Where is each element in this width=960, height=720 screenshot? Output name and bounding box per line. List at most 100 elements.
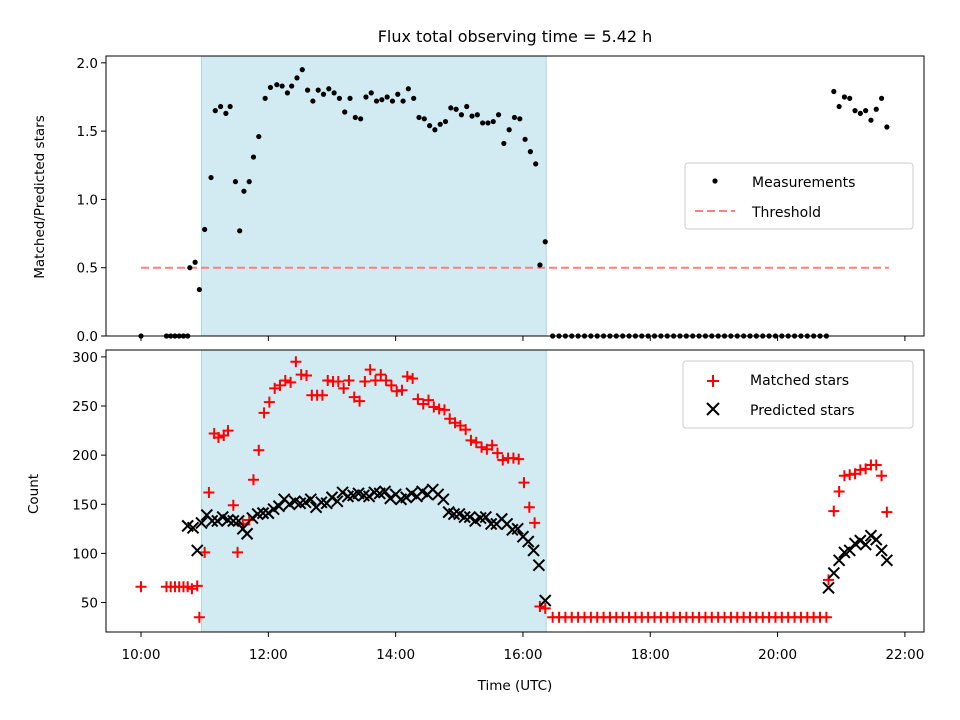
measurement-point — [522, 136, 528, 142]
measurement-point — [223, 110, 229, 116]
measurement-point — [464, 103, 470, 110]
matched-point — [876, 470, 888, 482]
y-tick-label: 50 — [81, 596, 98, 612]
matched-point — [534, 600, 546, 612]
measurement-point — [363, 94, 369, 100]
count-legend-box — [682, 360, 914, 429]
predicted-legend-marker — [706, 402, 720, 416]
measurement-point — [847, 95, 853, 101]
predicted-point — [511, 522, 524, 536]
x-tick-label: 18:00 — [631, 647, 670, 663]
measurement-point — [237, 228, 243, 234]
y-tick-label: 100 — [72, 546, 98, 562]
matched-point — [253, 444, 265, 456]
matched-point — [135, 581, 147, 593]
predicted-point — [827, 566, 841, 580]
measurement-point — [187, 265, 193, 271]
predicted-point — [191, 544, 204, 557]
ratio-legend: Measurements Threshold — [684, 162, 914, 230]
matched-point — [486, 439, 498, 451]
measurement-point — [857, 110, 863, 116]
ratio-y-ticks: 0.0 0.5 1.0 1.5 2.0 — [77, 56, 106, 345]
x-axis-label: Time (UTC) — [477, 678, 553, 694]
measurement-point — [256, 133, 262, 140]
predicted-legend-label: Predicted stars — [750, 403, 855, 419]
measurement-point — [437, 121, 443, 127]
matched-point — [476, 441, 488, 453]
measurement-point — [511, 114, 518, 121]
measurement-point — [299, 67, 305, 73]
matched-point — [833, 485, 845, 497]
measurement-point — [841, 94, 848, 100]
matched-point — [316, 389, 328, 401]
matched-point — [203, 486, 215, 498]
predicted-point — [532, 558, 546, 572]
x-tick-label: 22:00 — [885, 647, 924, 663]
matched-point — [274, 379, 286, 391]
matched-point — [465, 434, 477, 446]
count-panel: 50 100 150 200 250 300 10:00 12:00 14:00 16:00 18… — [26, 349, 925, 694]
measurement-point — [368, 90, 374, 96]
measurement-point — [294, 75, 300, 81]
predicted-point — [304, 493, 317, 506]
measurement-point — [212, 108, 218, 114]
measurement-point — [542, 239, 548, 245]
matched-point — [227, 499, 239, 511]
x-tick-label: 14:00 — [376, 647, 415, 663]
matched-point — [375, 369, 387, 381]
measurement-point — [232, 179, 239, 185]
matched-point — [881, 506, 893, 518]
predicted-point — [870, 533, 883, 546]
measurement-point — [884, 124, 890, 130]
measurement-point — [358, 116, 364, 122]
measurement-point — [878, 95, 885, 101]
matched-point — [212, 431, 224, 443]
matched-point — [338, 382, 350, 394]
predicted-point — [479, 510, 493, 524]
measurement-point — [836, 103, 842, 110]
matched-point — [354, 395, 366, 407]
measurement-point — [331, 90, 337, 96]
predicted-point — [458, 510, 471, 524]
measurement-point — [241, 188, 247, 194]
predicted-point — [859, 538, 872, 551]
measurement-point — [411, 95, 417, 101]
count-panel-frame — [105, 349, 925, 633]
predicted-star-points — [181, 483, 894, 607]
measurements-legend-marker — [712, 178, 718, 184]
measurement-point — [453, 106, 459, 112]
matched-point — [518, 477, 530, 489]
predicted-point — [522, 535, 535, 548]
measurement-point — [352, 114, 358, 121]
measurement-point — [326, 86, 332, 92]
measurement-point — [384, 94, 390, 100]
predicted-point — [240, 527, 254, 540]
measurement-point — [227, 103, 233, 110]
matched-point — [247, 474, 259, 486]
measurement-point — [196, 286, 202, 293]
matched-point — [523, 501, 535, 513]
measurement-point — [347, 95, 353, 101]
measurement-point — [495, 112, 502, 118]
ratio-panel-frame — [105, 55, 925, 337]
measurement-point — [490, 118, 496, 125]
x-tick-label: 16:00 — [504, 647, 543, 663]
matched-legend-marker — [707, 375, 719, 387]
ratio-x-ticks — [140, 336, 906, 341]
chart-title: Flux total observing time = 5.42 h — [378, 27, 653, 46]
measurement-point — [426, 123, 433, 129]
matched-point — [199, 546, 211, 558]
predicted-point — [331, 495, 344, 508]
matched-legend-label: Matched stars — [750, 373, 849, 389]
matched-point — [529, 517, 541, 529]
y-tick-label: 1.0 — [77, 192, 98, 208]
predicted-point — [437, 493, 450, 506]
measurement-point — [389, 98, 396, 104]
count-y-ticks: 50 100 150 200 250 300 — [72, 350, 106, 612]
measurement-point — [405, 86, 411, 92]
measurement-point — [342, 109, 348, 115]
measurement-point — [373, 98, 380, 104]
y-tick-label: 150 — [72, 497, 98, 513]
matched-point — [279, 374, 291, 386]
matched-point — [258, 407, 270, 419]
